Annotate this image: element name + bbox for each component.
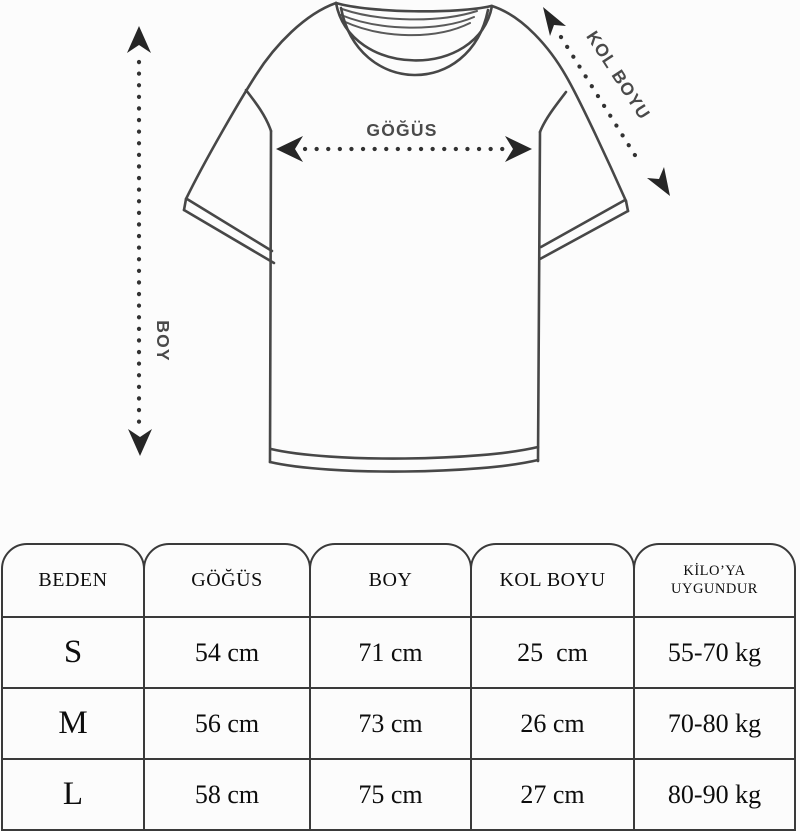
cell-chest-s: 54 cm <box>145 616 309 687</box>
cell-size-l: L <box>3 758 143 829</box>
arrow-right-icon <box>505 136 532 162</box>
cell-sleeve-l: 27 cm <box>472 758 633 829</box>
right-cuff-top-line <box>539 198 627 249</box>
cell-chest-m: 56 cm <box>145 687 309 758</box>
length-measure-arrow: BOY <box>127 26 173 456</box>
left-armhole <box>244 88 273 133</box>
right-armhole <box>538 90 568 134</box>
arrow-left-icon <box>276 136 303 162</box>
left-side-seam <box>268 129 273 464</box>
chest-label: GÖĞÜS <box>366 119 437 140</box>
table-column-boy: BOY 71 cm 73 cm 75 cm <box>309 543 472 831</box>
sleeve-dotted-line <box>558 34 641 163</box>
hem-top-line <box>269 445 540 460</box>
column-header-beden: BEDEN <box>38 569 108 591</box>
sleeve-measure-arrow: KOL BOYU <box>543 7 670 196</box>
arrow-up-icon <box>127 26 151 53</box>
column-header-gogus: GÖĞÜS <box>191 569 263 591</box>
chest-measure-arrow: GÖĞÜS <box>276 119 532 162</box>
cell-weight-m: 70-80 kg <box>635 687 794 758</box>
table-column-kol-boyu: KOL BOYU 25 cm 26 cm 27 cm <box>470 543 635 831</box>
length-label: BOY <box>153 320 173 362</box>
left-cuff-top-line <box>185 197 274 253</box>
right-sleeve-tip <box>624 199 630 213</box>
cell-chest-l: 58 cm <box>145 758 309 829</box>
arrow-down-right-icon <box>647 167 670 196</box>
right-sleeve-outer-edge <box>490 4 628 203</box>
table-column-gogus: GÖĞÜS 54 cm 56 cm 58 cm <box>143 543 311 831</box>
table-column-beden: BEDEN S M L <box>1 543 145 831</box>
cell-sleeve-s: 25 cm <box>472 616 633 687</box>
cell-length-s: 71 cm <box>311 616 470 687</box>
arrow-down-icon <box>128 429 152 456</box>
left-cuff-bottom-line <box>182 208 276 265</box>
right-cuff-bottom-line <box>538 209 630 261</box>
cell-sleeve-m: 26 cm <box>472 687 633 758</box>
cell-length-m: 73 cm <box>311 687 470 758</box>
cell-size-s: S <box>3 616 143 687</box>
cell-weight-s: 55-70 kg <box>635 616 794 687</box>
collar-inner-curve <box>339 6 490 77</box>
collar-rib-line <box>342 20 471 37</box>
cell-size-m: M <box>3 687 143 758</box>
tshirt-drawing <box>182 1 630 473</box>
column-header-kol-boyu: KOL BOYU <box>499 569 606 591</box>
cell-weight-l: 80-90 kg <box>635 758 794 829</box>
table-column-kilo: KİLO’YA UYGUNDUR 55-70 kg 70-80 kg 80-90… <box>633 543 796 831</box>
column-header-kilo-text: KİLO’YA UYGUNDUR <box>671 563 758 597</box>
size-table: BEDEN S M L GÖĞÜS 54 cm 56 cm 58 cm BOY … <box>1 543 796 831</box>
column-header-boy: BOY <box>368 569 413 591</box>
cell-length-l: 75 cm <box>311 758 470 829</box>
collar-rib-line <box>340 14 475 29</box>
column-header-kilo: KİLO’YA UYGUNDUR <box>635 545 794 616</box>
collar-rib-line <box>341 8 478 21</box>
hem-bottom-line <box>268 458 540 473</box>
sleeve-label: KOL BOYU <box>582 27 654 123</box>
arrow-up-left-icon <box>543 7 566 36</box>
right-side-seam <box>536 130 542 463</box>
left-sleeve-outer-edge <box>184 1 338 201</box>
left-sleeve-tip <box>182 197 188 212</box>
tshirt-diagram: BOY GÖĞÜS KOL BOYU <box>127 1 670 473</box>
collar-back-edge <box>334 1 493 13</box>
